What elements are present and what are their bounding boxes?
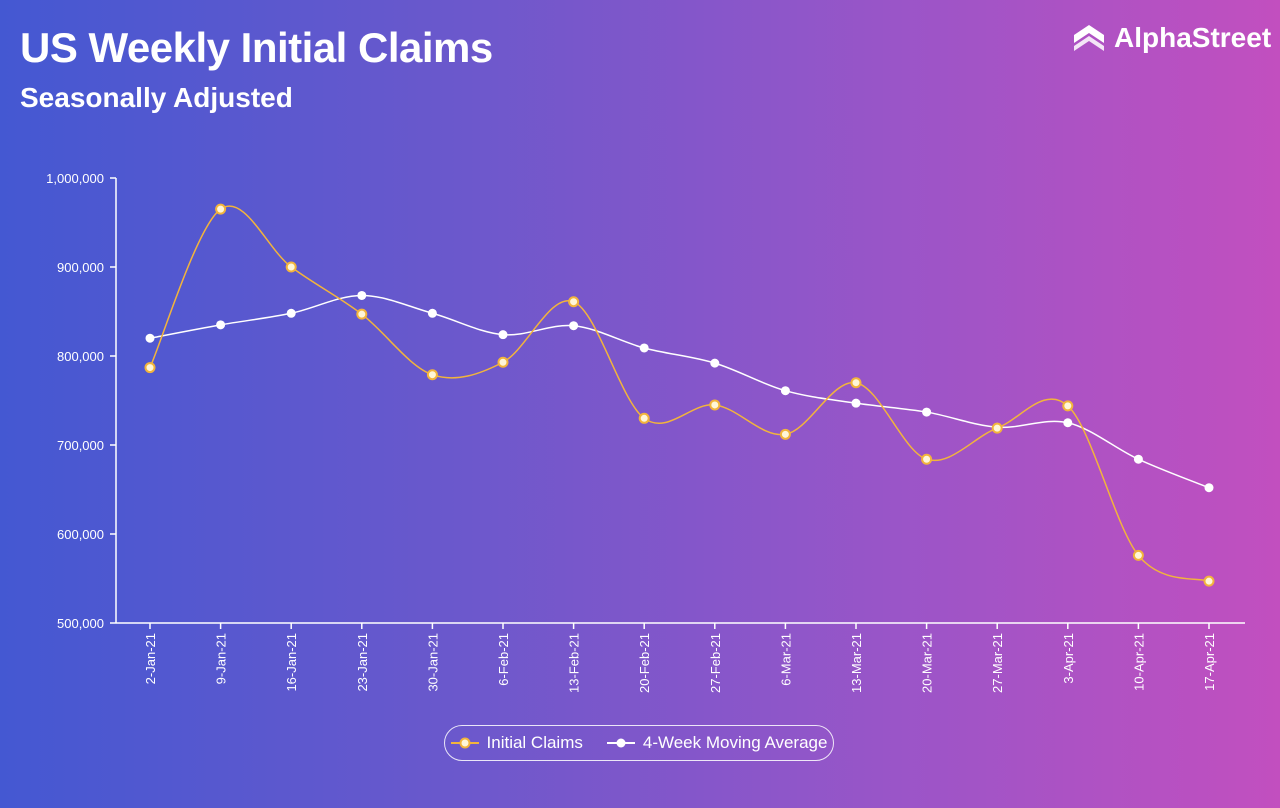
data-point-initial-claims (285, 261, 297, 273)
x-tick-label: 27-Feb-21 (708, 633, 723, 693)
data-point-initial-claims (568, 296, 580, 308)
data-point-moving-average (851, 398, 861, 408)
data-point-initial-claims (497, 356, 509, 368)
data-point-moving-average (498, 330, 508, 340)
data-point-initial-claims (215, 203, 227, 215)
data-point-moving-average (780, 386, 790, 396)
brand-logo: AlphaStreet (1072, 22, 1271, 54)
alphastreet-logo-icon (1074, 25, 1104, 51)
data-point-initial-claims (638, 412, 650, 424)
x-tick-label: 16-Jan-21 (284, 633, 299, 692)
data-point-initial-claims (1203, 575, 1215, 587)
data-point-moving-average (710, 358, 720, 368)
data-point-moving-average (357, 290, 367, 300)
legend-label: 4-Week Moving Average (642, 733, 828, 752)
data-point-initial-claims (144, 362, 156, 374)
y-tick-label: 600,000 (57, 527, 104, 542)
legend-label: Initial Claims (486, 733, 583, 752)
x-tick-label: 9-Jan-21 (214, 633, 229, 684)
data-point-moving-average (1204, 483, 1214, 493)
data-point-moving-average (1133, 454, 1143, 464)
x-tick-label: 2-Jan-21 (143, 633, 158, 684)
series-line-initial-claims (149, 205, 1210, 582)
y-tick-label: 800,000 (57, 349, 104, 364)
y-tick-label: 1,000,000 (46, 171, 104, 186)
x-tick-label: 23-Jan-21 (355, 633, 370, 692)
data-point-moving-average (427, 308, 437, 318)
data-point-initial-claims (709, 399, 721, 411)
data-point-moving-average (216, 320, 226, 330)
y-tick-label: 900,000 (57, 260, 104, 275)
x-tick-label: 3-Apr-21 (1061, 633, 1076, 684)
x-tick-label: 13-Feb-21 (567, 633, 582, 693)
x-tick-label: 17-Apr-21 (1202, 633, 1217, 691)
legend-marker-initial-claims (450, 737, 479, 749)
data-point-initial-claims (426, 369, 438, 381)
series-line-moving-average (149, 294, 1210, 489)
legend: Initial Claims 4-Week Moving Average (444, 725, 834, 761)
x-tick-label: 30-Jan-21 (425, 633, 440, 692)
data-point-moving-average (922, 407, 932, 417)
x-tick-label: 10-Apr-21 (1131, 633, 1146, 691)
data-point-initial-claims (779, 428, 791, 440)
x-tick-label: 27-Mar-21 (990, 633, 1005, 693)
x-tick-label: 6-Mar-21 (778, 633, 793, 686)
data-point-initial-claims (1062, 400, 1074, 412)
chart-subtitle: Seasonally Adjusted (20, 82, 293, 113)
legend-item-initial-claims[interactable]: Initial Claims (450, 733, 583, 753)
data-point-moving-average (145, 333, 155, 343)
x-tick-label: 13-Mar-21 (849, 633, 864, 693)
legend-marker-moving-average (606, 738, 635, 748)
data-point-initial-claims (921, 453, 933, 465)
x-tick-label: 20-Feb-21 (637, 633, 652, 693)
y-tick-label: 700,000 (57, 438, 104, 453)
logo-text: AlphaStreet (1114, 22, 1272, 53)
data-point-moving-average (569, 321, 579, 331)
data-point-moving-average (1063, 418, 1073, 428)
legend-item-moving-average[interactable]: 4-Week Moving Average (606, 733, 828, 753)
data-point-initial-claims (356, 308, 368, 320)
data-point-moving-average (639, 343, 649, 353)
data-point-moving-average (286, 308, 296, 318)
x-tick-label: 20-Mar-21 (920, 633, 935, 693)
y-tick-label: 500,000 (57, 616, 104, 631)
x-tick-label: 6-Feb-21 (496, 633, 511, 686)
data-point-initial-claims (991, 422, 1003, 434)
chart-title: US Weekly Initial Claims (20, 24, 493, 71)
data-point-initial-claims (1132, 549, 1144, 561)
data-point-initial-claims (850, 377, 862, 389)
